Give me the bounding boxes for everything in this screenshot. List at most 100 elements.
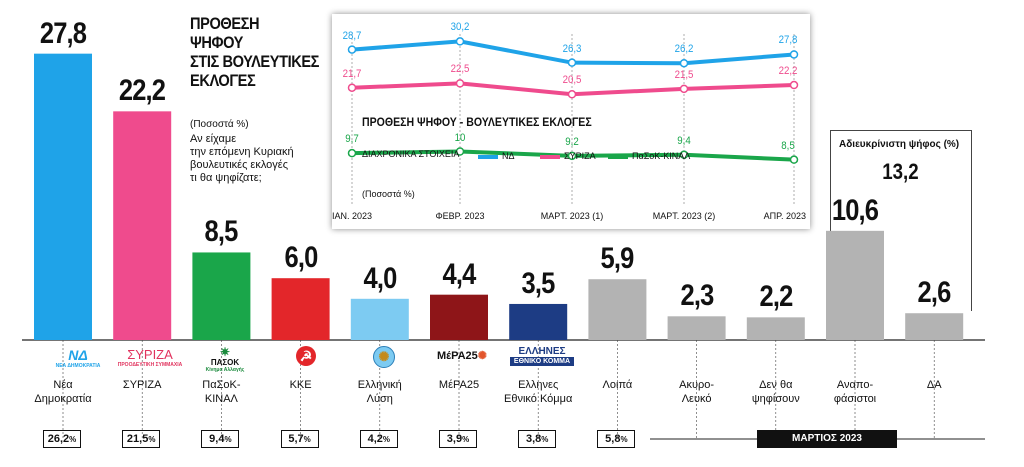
- series-value-label: 26,2: [674, 43, 694, 56]
- previous-election-value: 5,8: [605, 433, 621, 445]
- bar-category-label: Ακυρο- Λευκό: [652, 378, 742, 406]
- previous-election-value: 4,2: [367, 433, 383, 445]
- trend-inset: ΠΡΟΘΕΣΗ ΨΗΦΟΥ - ΒΟΥΛΕΥΤΙΚΕΣ ΕΚΛΟΓΕΣ ΔΙΑΧ…: [332, 14, 810, 229]
- month-label: ΜΑΡΤΙΟΣ 2023: [757, 430, 897, 448]
- bar-value-label: 22,2: [119, 74, 166, 108]
- legend-label: ΝΔ: [502, 151, 515, 161]
- bar-value-label: 8,5: [204, 215, 239, 249]
- previous-election-value: 3,9: [446, 433, 463, 445]
- bar-6: [430, 294, 488, 340]
- series-point: [455, 147, 465, 156]
- category-label-line: Δημοκρατία: [34, 393, 92, 405]
- series-point: [789, 155, 799, 164]
- category-label-line: ΠαΣοΚ-: [202, 379, 241, 391]
- previous-election-badge: 3,9%: [439, 430, 477, 448]
- series-value-label: 27,8: [778, 34, 798, 47]
- previous-election-suffix: %: [148, 435, 156, 444]
- series-point: [789, 80, 799, 90]
- survey-question: Αν είχαμε την επόμενη Κυριακή βουλευτικέ…: [190, 133, 294, 185]
- bar-8: [588, 279, 647, 340]
- bar-category-label: ΜέΡΑ25: [414, 378, 504, 392]
- bar-category-label: Αναπο-φάσιστοι: [810, 378, 900, 406]
- previous-election-badge: 3,8%: [518, 430, 557, 448]
- inset-subtitle: ΔΙΑΧΡΟΝΙΚΑ ΣΤΟΙΧΕΙΑ: [362, 149, 460, 159]
- question-line: την επόμενη Κυριακή: [190, 146, 294, 158]
- inset-unit: (Ποσοστά %): [362, 189, 415, 199]
- bar-value-label: 27,8: [39, 16, 87, 50]
- category-label-line: φάσιστοι: [833, 393, 877, 405]
- title-line: ΨΗΦΟΥ: [190, 33, 243, 52]
- bar-3: [192, 252, 251, 340]
- bar-category-label: Λοιπά: [572, 378, 662, 392]
- previous-election-badge: 21,5%: [122, 430, 161, 448]
- mera25-burst-icon: ✺: [477, 350, 488, 362]
- bar-9: [667, 316, 726, 340]
- question-line: τι θα ψηφίζατε;: [190, 172, 262, 184]
- nd-logo: ΝΔ ΝΕΑ ΔΗΜΟΚΡΑΤΙΑ: [38, 347, 118, 369]
- category-label-line: Ακυρο-: [679, 379, 715, 391]
- nd-logo-mark: ΝΔ: [68, 347, 88, 363]
- inset-title: ΠΡΟΘΕΣΗ ΨΗΦΟΥ - ΒΟΥΛΕΥΤΙΚΕΣ ΕΚΛΟΓΕΣ: [362, 115, 592, 129]
- title-line: ΣΤΙΣ ΒΟΥΛΕΥΤΙΚΕΣ: [190, 52, 319, 71]
- series-value-label: 28,7: [342, 29, 362, 42]
- previous-election-badge: 5,8%: [597, 430, 636, 448]
- previous-election-value: 21,5: [126, 433, 149, 445]
- series-point: [679, 150, 689, 160]
- ek-logo-line1: ΕΛΛΗΝΕΣ: [518, 346, 566, 357]
- bar-value-label: 6,0: [284, 241, 318, 275]
- legend-label: ΠαΣοΚ-ΚΙΝΑΛ: [632, 151, 691, 161]
- kke-logo: ☭: [277, 346, 335, 366]
- previous-election-suffix: %: [382, 435, 390, 444]
- bar-value-label: 2,6: [917, 276, 952, 310]
- bar-value-label: 10,6: [831, 193, 879, 227]
- series-point: [567, 90, 577, 99]
- legend-label: ΣΥΡΙΖΑ: [564, 151, 596, 161]
- previous-election-value: 26,2: [47, 433, 70, 445]
- series-value-label: 22,5: [450, 63, 470, 76]
- series-value-label: 26,3: [562, 42, 582, 55]
- previous-election-suffix: %: [462, 435, 470, 444]
- undecided-label: Αδιευκρίνιστη ψήφος (%): [839, 139, 960, 150]
- category-label-line: Λύση: [366, 393, 393, 405]
- bar-category-label: Ελληνες Εθνικό Κόμμα: [493, 378, 583, 406]
- pasok-logo: ✷ ΠΑΣΟΚ Κίνημα Αλλαγής: [193, 345, 257, 373]
- pasok-logo-sub: Κίνημα Αλλαγής: [205, 367, 245, 373]
- category-label-line: Νέα: [53, 379, 73, 391]
- x-tick-label: ΜΑΡΤ. 2023 (2): [652, 211, 716, 221]
- category-label-line: Λευκό: [681, 393, 712, 405]
- undecided-total: 13,2: [882, 159, 919, 184]
- previous-election-suffix: %: [69, 435, 77, 444]
- bar-11: [826, 230, 884, 340]
- previous-election-badge: 26,2%: [43, 430, 81, 448]
- bar-category-label: Νέα Δημοκρατία: [18, 378, 108, 406]
- mera25-logo-text: ΜέΡΑ25: [436, 350, 478, 362]
- series-point: [455, 79, 465, 88]
- previous-election-value: 3,8: [525, 433, 542, 445]
- category-label-line: Εθνικό Κόμμα: [504, 393, 573, 405]
- series-point: [567, 58, 577, 67]
- question-line: Αν είχαμε: [190, 133, 237, 145]
- x-tick-label: ΜΑΡΤ. 2023 (1): [540, 211, 604, 221]
- bar-category-label: Δεν θα ψηφίσουν: [731, 378, 821, 406]
- previous-election-value: 9,4: [209, 433, 225, 445]
- previous-election-suffix: %: [620, 435, 628, 444]
- bar-category-label: ΠαΣοΚ- ΚΙΝΑΛ: [176, 378, 266, 406]
- bar-category-label: Ελληνική Λύση: [335, 378, 425, 406]
- series-point: [347, 83, 357, 92]
- category-label-line: ΣΥΡΙΖΑ: [122, 379, 162, 391]
- title-line: ΕΚΛΟΓΕΣ: [190, 71, 256, 90]
- series-value-label: 21,5: [674, 68, 694, 81]
- bar-value-label: 5,9: [600, 242, 635, 276]
- series-value-label: 9,7: [345, 133, 359, 146]
- series-value-label: 22,2: [778, 65, 798, 77]
- bar-value-label: 3,5: [521, 266, 556, 300]
- chart-title: ΠΡΟΘΕΣΗ ΨΗΦΟΥ ΣΤΙΣ ΒΟΥΛΕΥΤΙΚΕΣ ΕΚΛΟΓΕΣ: [190, 14, 319, 90]
- bar-category-label: ΔΑ: [889, 378, 979, 392]
- pasok-logo-mark: ΠΑΣΟΚ: [210, 358, 240, 367]
- hammer-sickle-icon: ☭: [296, 346, 316, 366]
- syriza-logo: ΣΥΡΙΖΑ ΠΡΟΟΔΕΥΤΙΚΗ ΣΥΜΜΑΧΙΑ: [110, 347, 190, 368]
- bar-10: [746, 317, 805, 340]
- bar-12: [905, 313, 964, 340]
